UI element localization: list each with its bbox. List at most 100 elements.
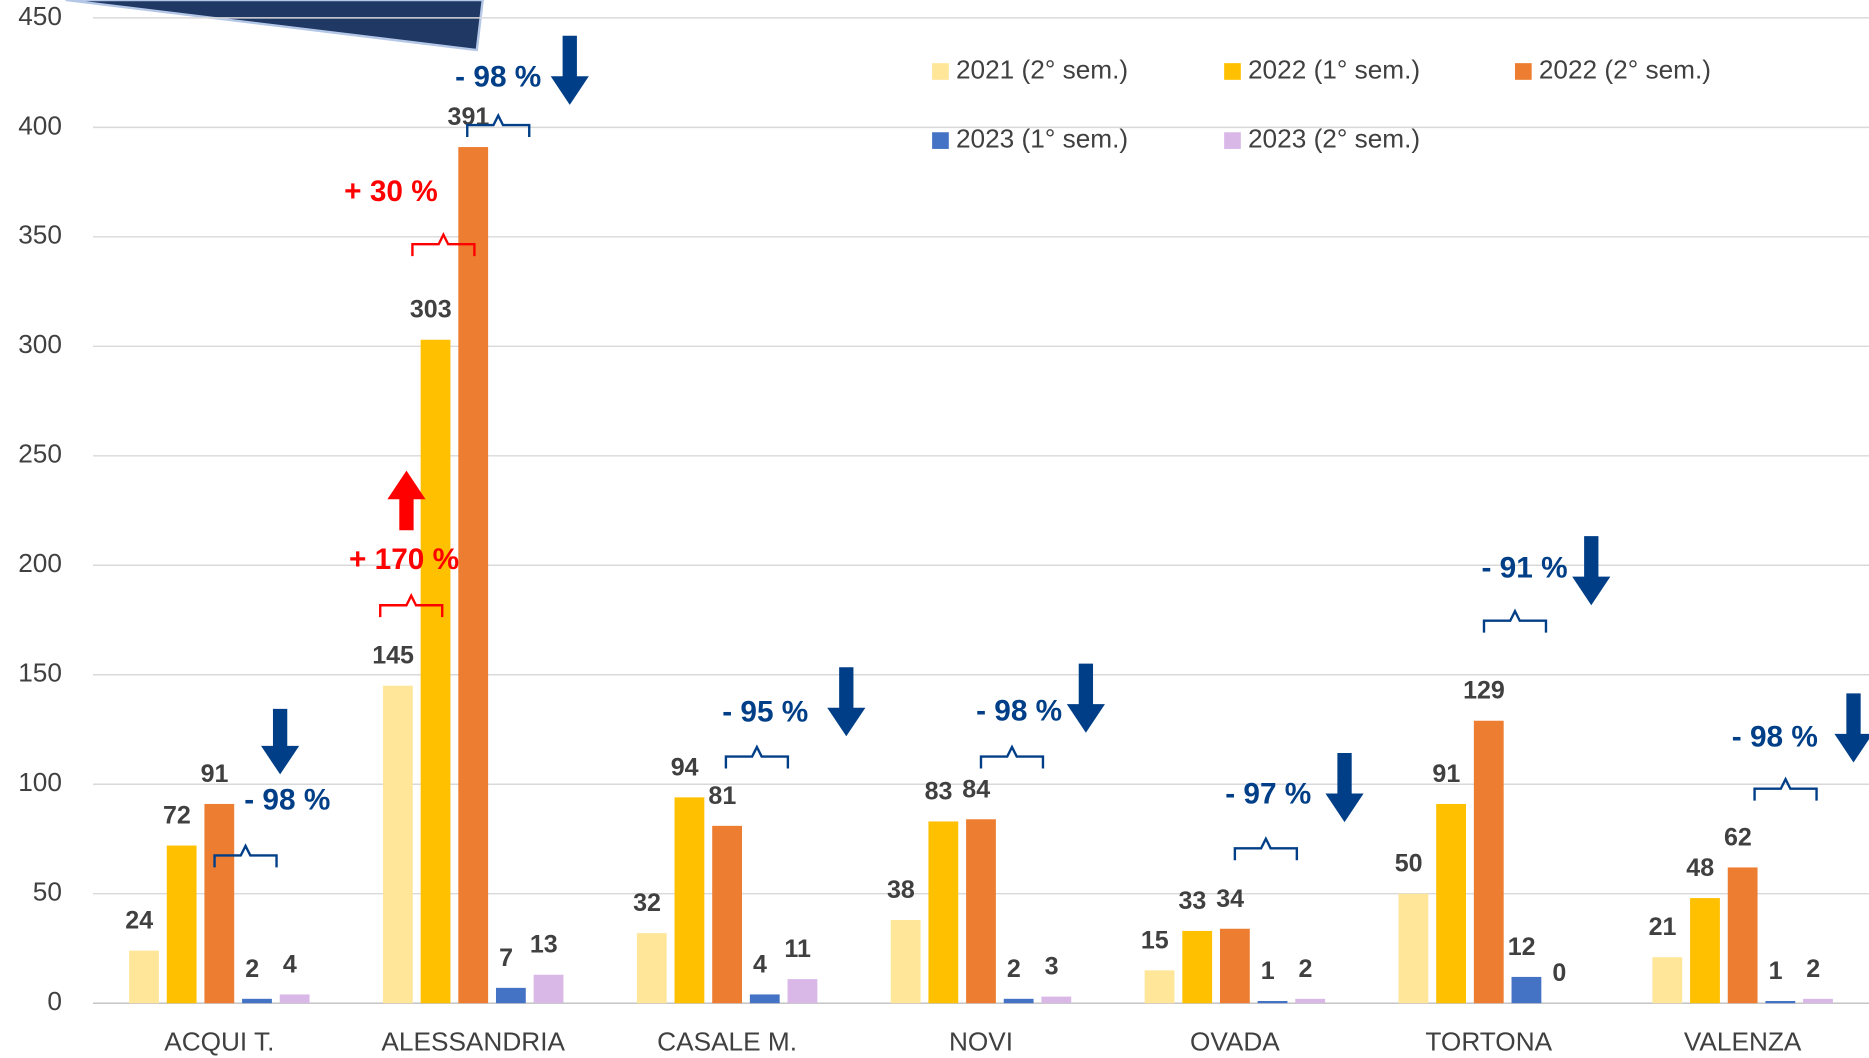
value-label: 7 [499, 944, 513, 972]
y-tick-label: 450 [18, 1, 62, 31]
brace [466, 112, 531, 138]
bar [279, 994, 310, 1004]
bar [1398, 893, 1429, 1004]
bar [495, 987, 526, 1004]
legend-swatch [1514, 63, 1532, 80]
value-label: 303 [410, 296, 452, 324]
bar [1690, 898, 1720, 1004]
annotation: + 170 % [349, 543, 459, 576]
bar [749, 994, 780, 1004]
brace [1482, 608, 1548, 633]
value-label: 4 [283, 950, 297, 978]
down-arrow [1325, 752, 1364, 823]
annotation: - 98 % [976, 694, 1062, 727]
value-label: 38 [887, 876, 915, 904]
brace [724, 744, 790, 769]
value-label: 1 [1261, 957, 1275, 985]
legend-label: 2022 (2° sem.) [1539, 54, 1711, 84]
value-label: 32 [633, 889, 661, 917]
annotation: + 30 % [344, 175, 438, 208]
y-tick-label: 200 [18, 548, 62, 578]
decor-shape [65, 0, 484, 52]
bar [1803, 998, 1833, 1004]
bar [1257, 1001, 1288, 1004]
bar [1144, 970, 1175, 1004]
y-tick-label: 50 [33, 877, 62, 907]
bar [458, 147, 489, 1004]
x-tick-label: ACQUI T. [164, 1027, 274, 1057]
y-tick-label: 150 [18, 658, 62, 688]
legend-label: 2021 (2° sem.) [956, 54, 1128, 84]
value-label: 62 [1724, 823, 1752, 851]
annotation: - 95 % [722, 696, 808, 729]
bar [712, 825, 742, 1004]
annotation: - 98 % [455, 61, 541, 94]
annotation: - 97 % [1225, 778, 1311, 811]
value-label: 145 [372, 642, 414, 670]
bar [1473, 720, 1504, 1004]
bar [928, 821, 959, 1004]
bar [966, 819, 996, 1004]
value-label: 11 [784, 935, 811, 963]
value-label: 48 [1686, 854, 1714, 882]
value-label: 12 [1508, 933, 1536, 961]
value-label: 84 [962, 775, 990, 803]
bar [166, 845, 197, 1004]
value-label: 81 [708, 782, 736, 810]
bar [129, 950, 159, 1004]
brace [979, 744, 1045, 769]
value-label: 3 [1045, 953, 1059, 981]
legend-swatch [1224, 132, 1241, 149]
brace [213, 843, 278, 868]
x-tick-label: TORTONA [1425, 1027, 1552, 1057]
bar [533, 974, 564, 1004]
brace [379, 593, 444, 618]
value-label: 72 [163, 802, 191, 830]
brace [1233, 836, 1299, 861]
brace [411, 232, 476, 257]
y-tick-label: 350 [18, 220, 62, 250]
bar [1003, 998, 1034, 1004]
bar [420, 339, 451, 1004]
bar [204, 803, 235, 1004]
bar [636, 933, 667, 1004]
value-label: 4 [753, 950, 767, 978]
bar [787, 979, 818, 1004]
annotation: - 91 % [1481, 551, 1567, 584]
value-label: 13 [530, 931, 558, 959]
value-label: 24 [125, 907, 153, 935]
down-arrow [261, 708, 300, 775]
value-label: 83 [925, 777, 953, 805]
value-label: 34 [1216, 885, 1244, 913]
up-arrow [387, 470, 426, 531]
value-label: 0 [1552, 959, 1566, 987]
bar [1436, 803, 1466, 1004]
value-label: 2 [1298, 955, 1312, 983]
value-label: 91 [1432, 760, 1460, 788]
bar [1652, 957, 1683, 1004]
value-label: 33 [1179, 887, 1207, 915]
bar [1295, 998, 1326, 1004]
legend-swatch [932, 132, 949, 149]
legend-swatch [932, 63, 949, 80]
bar [242, 998, 272, 1004]
x-tick-label: OVADA [1190, 1027, 1280, 1057]
y-tick-label: 400 [18, 110, 62, 140]
legend-swatch [1224, 63, 1241, 80]
x-tick-label: CASALE M. [657, 1027, 797, 1057]
bar [382, 685, 413, 1004]
value-label: 391 [448, 103, 490, 131]
x-tick-label: ALESSANDRIA [381, 1027, 565, 1057]
value-label: 2 [245, 955, 259, 983]
value-label: 2 [1007, 955, 1021, 983]
value-label: 1 [1769, 957, 1783, 985]
value-label: 91 [201, 760, 229, 788]
down-arrow [1066, 663, 1105, 733]
legend-label: 2022 (1° sem.) [1248, 54, 1420, 84]
bar [1727, 867, 1758, 1004]
annotation: - 98 % [244, 784, 330, 817]
bar [1511, 976, 1542, 1004]
down-arrow [827, 667, 866, 737]
y-tick-label: 100 [18, 767, 62, 797]
